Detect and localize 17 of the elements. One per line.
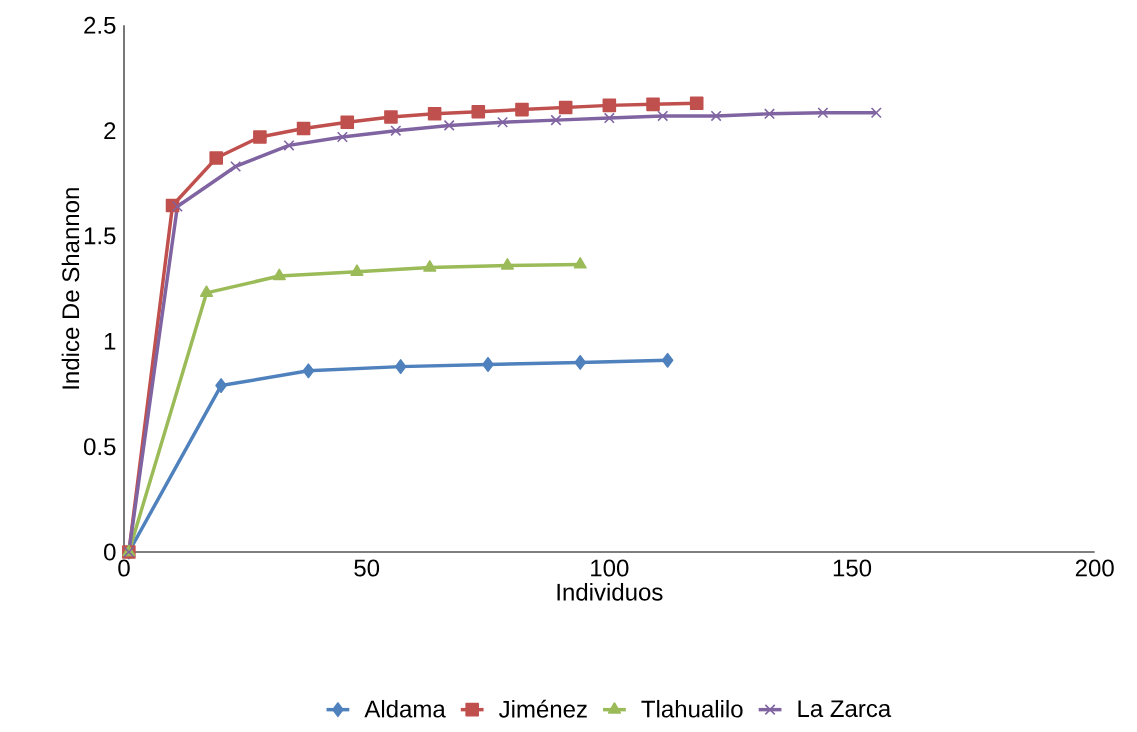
y-axis-title: Indice De Shannon (61, 188, 80, 389)
legend-label: Jiménez (499, 699, 587, 718)
y-tick-label: 0.5 (84, 438, 116, 456)
y-tick-label: 2.5 (84, 16, 116, 34)
y-tick-label: 1.5 (84, 227, 116, 245)
y-tick-label: 0 (104, 543, 116, 561)
x-tick-label: 150 (833, 559, 872, 577)
x-tick-label: 0 (118, 559, 130, 577)
legend-label: Tlahualilo (641, 699, 743, 718)
legend-label: Aldama (364, 699, 446, 718)
x-tick-label: 50 (354, 559, 380, 577)
x-tick-label: 100 (591, 559, 629, 577)
x-tick-label: 200 (1075, 559, 1114, 577)
y-tick-label: 1 (104, 333, 116, 350)
legend-label: La Zarca (798, 700, 892, 718)
y-tick-label: 2 (104, 122, 116, 140)
x-axis-title: Individuos (557, 583, 663, 601)
